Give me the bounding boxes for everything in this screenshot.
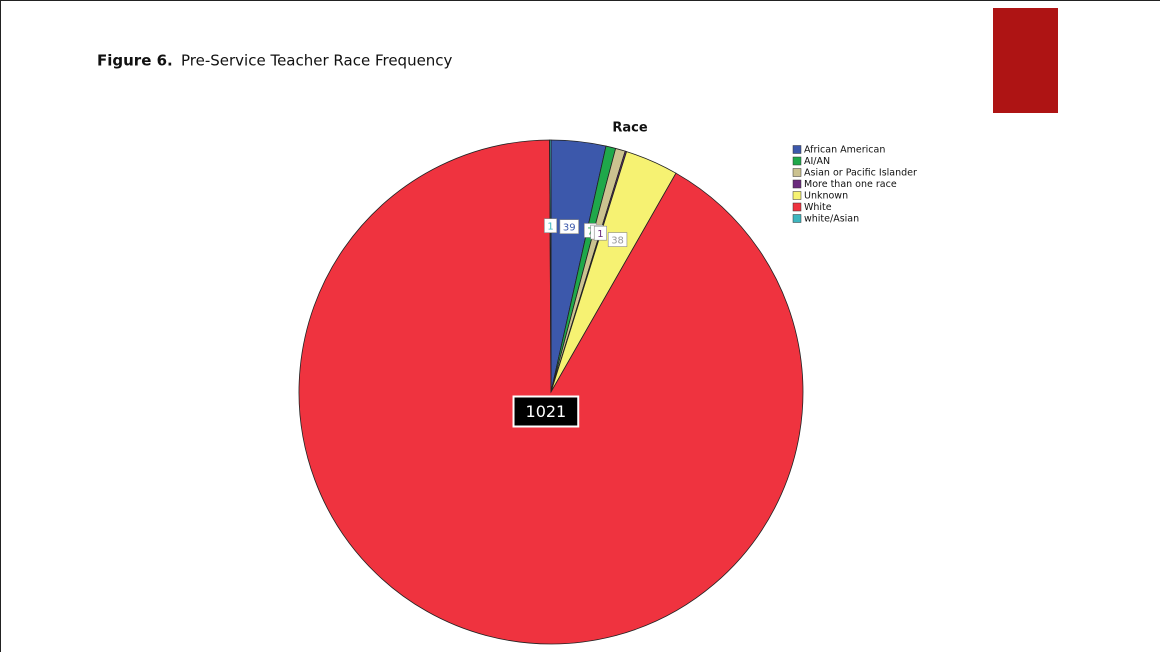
legend-swatch [792,168,802,177]
data-label: 38 [607,232,628,247]
data-label: 1021 [512,395,580,428]
data-label-box [607,232,628,247]
data-label-box [512,395,580,428]
data-label: 39 [559,219,579,234]
legend-swatch [792,202,802,212]
legend-swatch [792,179,802,189]
legend-swatch [792,156,802,166]
legend-label: Unknown [804,191,848,202]
chart-title: Race [612,121,647,136]
data-label-text: 1 [547,222,553,233]
legend-swatch [792,214,802,223]
data-labels: 397713810211 [512,218,628,428]
data-label-box [593,225,607,241]
legend-label: AI/AN [804,156,830,167]
pie [298,139,804,645]
data-label-box [559,219,579,234]
legend-label: White [804,202,832,213]
data-label-text: 1 [597,229,603,240]
data-label: 1 [544,218,558,233]
legend-label: African American [804,145,885,156]
figure-label: Figure 6. [97,52,173,70]
data-label-text: 39 [563,223,576,234]
data-label: 1 [593,225,607,241]
legend-label: white/Asian [804,214,859,225]
pie-slice [549,139,552,393]
accent-block [993,8,1058,113]
legend-label: Asian or Pacific Islander [804,168,917,179]
data-label-text: 1021 [526,402,567,421]
data-label-box [544,218,558,233]
slide-title: Pre-Service Teacher Race Frequency [181,52,453,70]
legend-label: More than one race [804,179,897,190]
data-label-text: 38 [611,236,624,247]
legend-swatch [792,191,802,200]
legend-swatch [792,145,802,154]
